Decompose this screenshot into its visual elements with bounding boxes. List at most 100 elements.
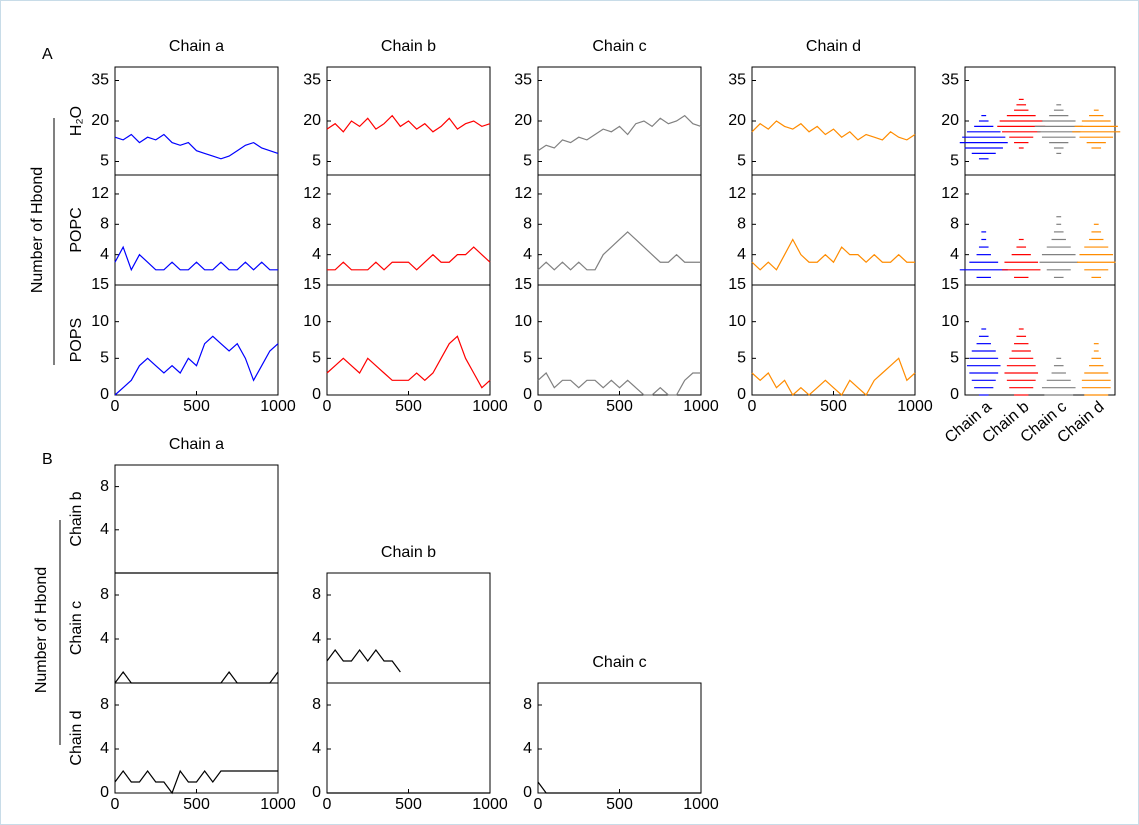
plot-area — [114, 66, 279, 176]
y-tick-label: 5 — [950, 153, 959, 170]
chart-title: Chain a — [169, 436, 224, 453]
y-tick-label: 15 — [728, 276, 746, 293]
plot-area — [326, 284, 491, 396]
y-tick-label: 20 — [514, 112, 532, 129]
x-tick-label: 1000 — [472, 796, 508, 813]
y-tick-label: 0 — [523, 784, 532, 801]
data-line — [751, 238, 915, 271]
plot-area — [326, 572, 491, 684]
data-line — [114, 670, 279, 684]
y-tick-label: 35 — [728, 72, 746, 89]
y-tick-label: 12 — [728, 185, 746, 202]
y-tick-label: 5 — [523, 350, 532, 367]
row-label: POPS — [68, 318, 85, 362]
y-axis-label: Number of Hbond — [29, 167, 46, 293]
data-line — [327, 246, 491, 271]
y-tick-label: 4 — [100, 740, 109, 757]
y-tick-label: 10 — [941, 313, 959, 330]
y-tick-label: 5 — [312, 350, 321, 367]
y-tick-label: 0 — [100, 386, 109, 403]
y-tick-label: 4 — [737, 246, 746, 263]
y-tick-label: 10 — [91, 313, 109, 330]
x-tick-label: 500 — [606, 398, 633, 415]
y-tick-label: 20 — [941, 112, 959, 129]
x-tick-label: 1000 — [683, 796, 719, 813]
data-line — [114, 769, 278, 795]
y-tick-label: 12 — [941, 185, 959, 202]
x-tick-label: 1000 — [260, 398, 296, 415]
y-tick-label: 8 — [523, 696, 532, 713]
x-tick-label: 0 — [748, 398, 757, 415]
y-tick-label: 4 — [312, 246, 321, 263]
y-tick-label: 8 — [100, 478, 109, 495]
y-tick-label: 8 — [312, 586, 321, 603]
y-tick-label: 4 — [950, 246, 959, 263]
x-tick-label: 1000 — [472, 398, 508, 415]
data-line — [751, 357, 916, 396]
plot-area — [537, 174, 702, 286]
data-line — [537, 781, 701, 794]
y-tick-label: 15 — [514, 276, 532, 293]
chart-title: Chain c — [592, 654, 646, 671]
y-tick-label: 8 — [950, 216, 959, 233]
data-line — [114, 335, 279, 396]
y-tick-label: 12 — [303, 185, 321, 202]
y-tick-label: 5 — [100, 350, 109, 367]
x-tick-label: 1000 — [897, 398, 933, 415]
x-tick-label: 0 — [323, 398, 332, 415]
y-tick-label: 5 — [737, 350, 746, 367]
row-label: Chain b — [68, 491, 85, 546]
plot-area — [114, 464, 279, 574]
y-tick-label: 8 — [100, 696, 109, 713]
row-label: Chain c — [68, 601, 85, 655]
y-tick-label: 5 — [523, 153, 532, 170]
y-tick-label: 4 — [312, 740, 321, 757]
data-line — [326, 114, 491, 133]
panel-label: B — [42, 451, 53, 468]
chart-title: Chain a — [169, 38, 224, 55]
y-tick-label: 8 — [100, 216, 109, 233]
x-tick-label: 0 — [111, 398, 120, 415]
plot-area — [751, 174, 916, 286]
plot-area — [964, 284, 1116, 396]
y-tick-label: 5 — [312, 153, 321, 170]
y-tick-label: 5 — [737, 153, 746, 170]
y-tick-label: 10 — [303, 313, 321, 330]
chart-title: Chain d — [806, 38, 861, 55]
data-line — [751, 120, 916, 141]
plot-area — [537, 284, 702, 396]
data-line — [326, 648, 401, 673]
panel-label: A — [42, 46, 53, 63]
x-tick-label: 500 — [183, 398, 210, 415]
y-tick-label: 10 — [514, 313, 532, 330]
x-tick-label: 1000 — [683, 398, 719, 415]
y-tick-label: 0 — [100, 784, 109, 801]
y-tick-label: 0 — [523, 386, 532, 403]
data-line — [537, 372, 701, 396]
y-tick-label: 4 — [100, 246, 109, 263]
data-line — [326, 335, 491, 389]
y-tick-label: 35 — [91, 72, 109, 89]
y-tick-label: 8 — [312, 696, 321, 713]
data-line — [114, 133, 279, 160]
y-tick-label: 15 — [941, 276, 959, 293]
y-tick-label: 4 — [312, 630, 321, 647]
x-tick-label: 500 — [606, 796, 633, 813]
y-tick-label: 8 — [523, 216, 532, 233]
plot-area — [114, 572, 279, 684]
data-line — [114, 245, 278, 272]
plot-area — [326, 174, 491, 286]
y-tick-label: 8 — [100, 586, 109, 603]
plot-area — [326, 682, 491, 794]
y-tick-label: 4 — [523, 740, 532, 757]
y-tick-label: 0 — [312, 386, 321, 403]
y-tick-label: 4 — [523, 246, 532, 263]
x-tick-label: 0 — [534, 398, 543, 415]
plot-area — [751, 284, 916, 396]
plot-area — [964, 174, 1116, 286]
row-label: H₂O — [68, 106, 85, 136]
y-tick-label: 20 — [728, 112, 746, 129]
y-tick-label: 0 — [950, 386, 959, 403]
row-label: Chain d — [68, 710, 85, 765]
